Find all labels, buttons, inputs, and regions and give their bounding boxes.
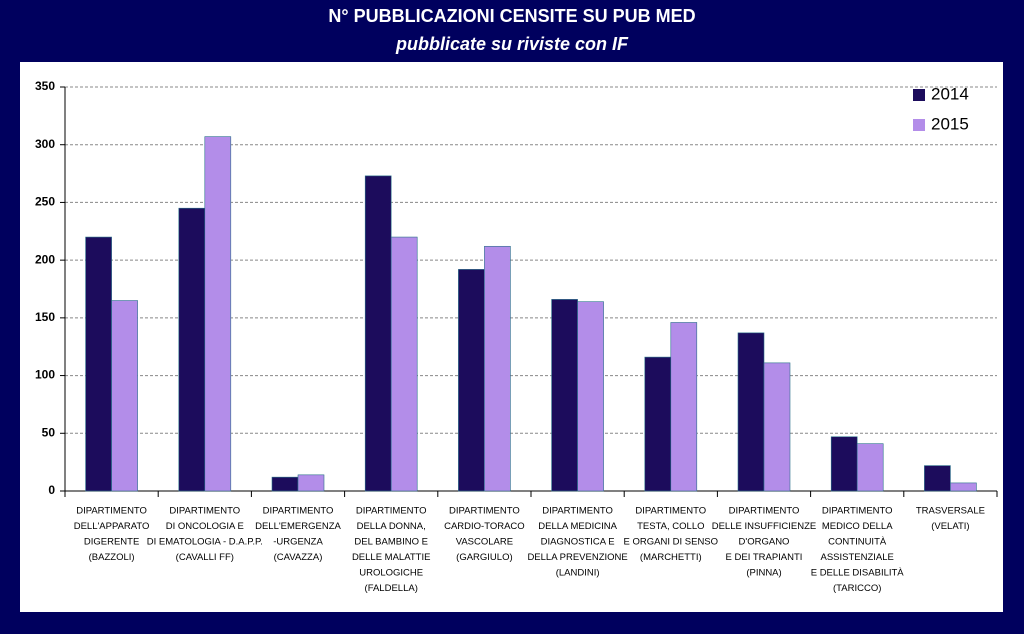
x-tick-label: TRASVERSALE: [916, 506, 985, 517]
x-tick-label: DIPARTIMENTO: [729, 506, 800, 517]
x-tick-label: CARDIO-TORACO: [444, 521, 525, 532]
legend-label: 2015: [931, 114, 969, 133]
bar: [670, 322, 698, 492]
x-tick-label: TESTA, COLLO: [637, 521, 704, 532]
x-tick-label: VASCOLARE: [456, 537, 513, 548]
bar: [950, 482, 977, 492]
x-tick-label: E ORGANI DI SENSO: [624, 537, 719, 548]
bar: [737, 332, 765, 492]
x-tick-label: DIPARTIMENTO: [449, 506, 520, 517]
x-tick-label: DELLE INSUFFICIENZE: [712, 521, 817, 532]
y-tick-label: 50: [42, 425, 56, 439]
y-tick-label: 250: [35, 195, 55, 209]
x-tick-label: (CAVAZZA): [274, 552, 323, 563]
y-tick-label: 200: [35, 252, 55, 266]
x-tick-label: DI ONCOLOGIA E: [166, 521, 244, 532]
bar: [856, 443, 884, 492]
y-tick-label: 100: [35, 368, 55, 382]
bar: [644, 356, 672, 492]
y-tick-label: 300: [35, 137, 55, 151]
y-tick-label: 0: [48, 483, 55, 497]
bar: [271, 476, 299, 492]
bar: [830, 436, 858, 492]
x-tick-label: (LANDINI): [556, 568, 600, 579]
x-tick-label: DEL BAMBINO E: [354, 537, 428, 548]
legend-swatch: [913, 89, 925, 101]
bar: [577, 301, 604, 492]
legend-label: 2014: [931, 84, 969, 103]
x-tick-label: -URGENZA: [273, 537, 323, 548]
x-tick-label: ASSISTENZIALE: [821, 552, 894, 563]
x-tick-label: DIPARTIMENTO: [822, 506, 893, 517]
x-tick-label: MEDICO DELLA: [822, 521, 893, 532]
bar: [924, 465, 951, 492]
x-tick-label: (GARGIULO): [456, 552, 512, 563]
y-tick-label: 150: [35, 310, 55, 324]
bar: [390, 236, 418, 492]
x-tick-label: DELLA DONNA,: [357, 521, 426, 532]
bar: [364, 175, 392, 492]
x-tick-label: DELL'EMERGENZA: [255, 521, 341, 532]
chart-title: N° PUBBLICAZIONI CENSITE SU PUB MED: [328, 6, 695, 26]
x-tick-label: DIPARTIMENTO: [635, 506, 706, 517]
x-tick-label: DELLA PREVENZIONE: [527, 552, 627, 563]
x-tick-label: (PINNA): [746, 568, 781, 579]
x-tick-label: (BAZZOLI): [89, 552, 135, 563]
x-tick-label: (MARCHETTI): [640, 552, 702, 563]
x-tick-label: DELL'APPARATO: [74, 521, 150, 532]
x-tick-label: D'ORGANO: [739, 537, 790, 548]
x-tick-label: DIAGNOSTICA E: [541, 537, 615, 548]
bar: [458, 269, 485, 492]
x-tick-label: (CAVALLI FF): [176, 552, 234, 563]
x-tick-label: (FALDELLA): [365, 583, 418, 594]
chart-subtitle: pubblicate su riviste con IF: [395, 34, 629, 54]
bar: [297, 474, 325, 492]
bar: [178, 207, 206, 492]
x-tick-label: DELLE MALATTIE: [352, 552, 431, 563]
x-tick-label: (TARICCO): [833, 583, 881, 594]
x-tick-label: DI EMATOLOGIA - D.A.P.P.: [147, 537, 263, 548]
bar: [111, 300, 138, 492]
x-tick-label: (VELATI): [931, 521, 969, 532]
bar: [484, 245, 511, 492]
x-tick-label: UROLOGICHE: [359, 568, 423, 579]
x-tick-label: E DEI TRAPIANTI: [726, 552, 803, 563]
x-tick-label: DIPARTIMENTO: [542, 506, 613, 517]
bar: [204, 136, 232, 492]
x-tick-label: DELLA MEDICINA: [538, 521, 617, 532]
bar: [85, 236, 112, 492]
bar: [551, 299, 578, 492]
legend-swatch: [913, 119, 925, 131]
x-tick-label: CONTINUITÀ: [828, 537, 887, 548]
bar: [763, 362, 791, 492]
x-tick-label: DIPARTIMENTO: [169, 506, 240, 517]
x-tick-label: DIPARTIMENTO: [263, 506, 334, 517]
y-tick-label: 350: [35, 79, 55, 93]
x-tick-label: DIPARTIMENTO: [76, 506, 147, 517]
x-tick-label: DIGERENTE: [84, 537, 139, 548]
x-tick-label: E DELLE DISABILITÀ: [811, 568, 905, 579]
x-tick-label: DIPARTIMENTO: [356, 506, 427, 517]
